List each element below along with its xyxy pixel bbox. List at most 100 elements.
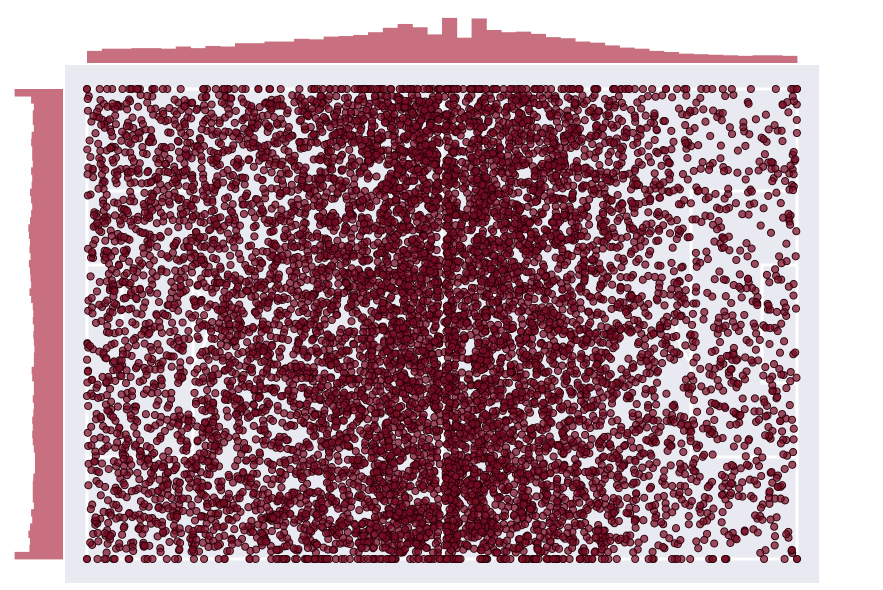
event-point [709,504,718,513]
y-histogram-bar [31,210,63,218]
event-point [780,464,789,474]
event-point [185,128,194,137]
event-point [399,480,408,489]
event-point [658,359,667,368]
event-point [744,167,753,176]
event-point [670,317,679,326]
event-point [716,154,725,163]
x-histogram-bar [708,54,724,63]
x-histogram-bar [427,34,443,63]
y-histogram-bar [29,245,63,254]
y-histogram-bar [32,174,63,182]
event-point [152,401,161,410]
x-histogram-bar [234,43,251,63]
event-point [174,406,183,415]
event-point [598,123,608,132]
event-point [719,275,728,284]
event-point [791,304,801,313]
event-point [617,117,627,126]
y-histogram-bar [32,487,63,496]
event-point [755,335,764,344]
event-point [744,99,753,108]
event-point [727,298,736,308]
y-histogram-bar [31,366,63,375]
event-point [778,137,787,146]
event-point [617,263,626,272]
event-point [251,435,260,444]
event-point [255,456,264,465]
event-point [646,246,655,256]
event-point [372,196,381,205]
y-histogram-bar [30,252,63,261]
x-histogram-bar [663,52,680,63]
y-histogram-bar [32,316,63,325]
event-point [671,524,681,533]
event-point [87,422,96,431]
event-point [782,239,791,248]
event-point [605,463,614,472]
event-point [547,396,556,406]
event-point [233,282,243,291]
event-point [581,430,590,439]
event-point [95,277,104,287]
event-point [181,264,190,273]
event-point [721,91,730,101]
event-point [608,280,617,289]
event-point [390,474,400,483]
event-point [146,178,155,187]
y-histogram-bar [32,480,63,489]
event-point [787,545,796,554]
event-point [332,92,341,101]
event-point [276,169,285,178]
y-histogram-bar [33,380,63,389]
event-point [152,242,162,251]
event-point [176,358,185,367]
event-point [154,173,163,182]
x-histogram-bar [279,41,295,63]
event-point [750,394,759,403]
x-histogram-bar [323,36,339,63]
event-point [460,505,469,514]
event-point [251,545,261,554]
event-point [738,394,747,403]
event-point [512,447,521,456]
event-point [262,475,271,484]
event-point [434,494,443,503]
event-point [588,140,597,149]
event-point [117,372,126,381]
event-point [191,195,201,204]
event-point [190,516,200,525]
event-point [139,303,148,312]
y-histogram-bar [31,195,63,204]
event-point [648,547,657,556]
event-point [502,536,512,545]
event-point [775,252,784,261]
event-point [767,157,776,167]
y-histogram-bar [32,516,63,524]
event-point [645,484,654,493]
x-histogram-bar [737,55,754,63]
event-point [688,309,697,318]
event-point [84,481,93,490]
event-point [619,254,628,263]
event-point [700,308,709,317]
event-point [597,322,606,331]
event-point [704,193,713,202]
event-point [83,355,92,364]
event-point [637,125,646,134]
event-point [710,275,719,284]
y-histogram-bar [29,544,63,553]
event-point [154,503,163,512]
event-point [231,462,240,471]
event-point [694,141,703,150]
event-point [549,276,558,285]
event-point [167,362,176,371]
event-point [244,503,253,512]
event-point [638,463,647,472]
x-histogram-bar [693,54,709,63]
event-point [134,358,143,368]
y-histogram-bar [32,153,63,161]
event-point [111,120,120,129]
x-histogram-bar [619,47,635,63]
